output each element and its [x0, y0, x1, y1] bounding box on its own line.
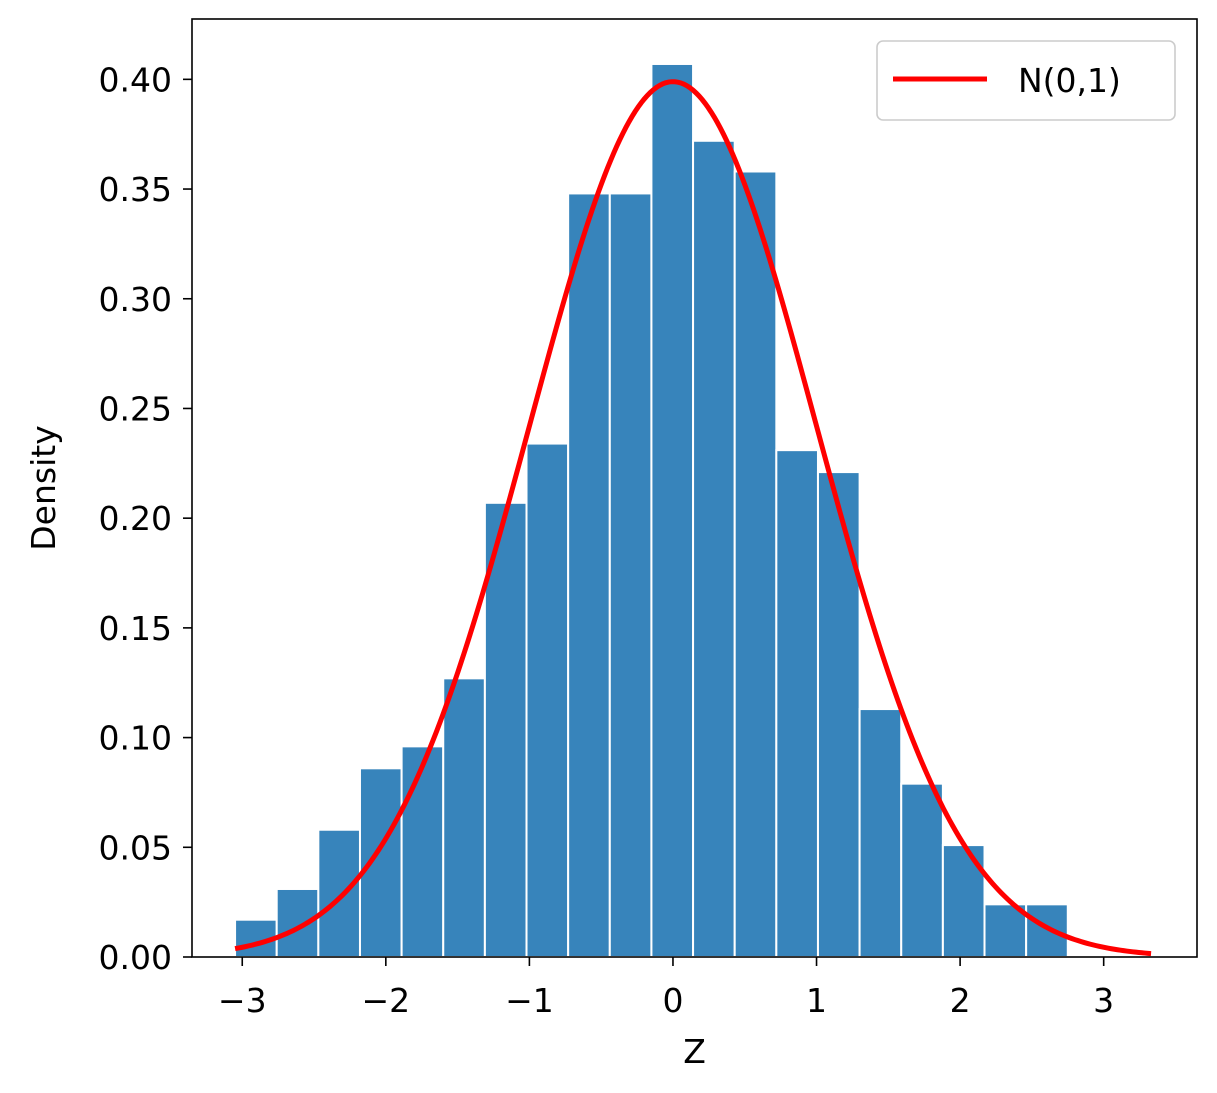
legend-label-normal: N(0,1) — [1018, 61, 1121, 100]
histogram-bar — [1025, 903, 1069, 958]
histogram-bar — [900, 782, 944, 958]
y-tick-label: 0.00 — [99, 938, 172, 977]
histogram-bars — [234, 62, 1069, 959]
histogram-bar — [692, 139, 736, 958]
y-tick-label: 0.25 — [99, 389, 172, 428]
histogram-bar — [733, 170, 778, 958]
histogram-bar — [567, 192, 611, 959]
histogram-bar — [400, 745, 445, 958]
y-tick-label: 0.30 — [99, 280, 172, 319]
histogram-bar — [816, 471, 861, 958]
histogram-bar — [317, 828, 361, 959]
y-tick-label: 0.15 — [99, 609, 172, 648]
y-axis-label: Density — [24, 425, 63, 550]
x-tick-label: 0 — [662, 981, 683, 1020]
histogram-bar — [442, 677, 486, 959]
y-tick-label: 0.35 — [99, 170, 172, 209]
x-tick-label: −2 — [361, 981, 410, 1020]
y-tick-label: 0.40 — [99, 60, 172, 99]
histogram-bar — [483, 501, 528, 958]
histogram-bar — [525, 442, 570, 958]
x-tick-label: 1 — [806, 981, 827, 1020]
histogram-bar — [358, 767, 403, 958]
y-tick-label: 0.10 — [99, 719, 172, 758]
y-tick-label: 0.20 — [99, 499, 172, 538]
histogram-bar — [275, 887, 320, 958]
histogram-bar — [650, 62, 695, 959]
x-tick-label: 3 — [1093, 981, 1114, 1020]
histogram-bar — [775, 449, 819, 958]
histogram-bar — [608, 192, 653, 959]
x-tick-label: 2 — [950, 981, 971, 1020]
y-tick-label: 0.05 — [99, 828, 172, 867]
legend-box — [876, 40, 1176, 121]
y-axis-ticks: 0.00 0.05 0.10 0.15 0.20 0.25 0.30 0.35 0.40 — [99, 60, 192, 977]
x-axis-ticks: −3 −2 −1 0 1 2 3 — [218, 957, 1114, 1020]
x-axis-label: Z — [683, 1032, 706, 1071]
plot-frame — [191, 18, 1198, 958]
histogram-bar — [858, 708, 903, 958]
x-tick-label: −3 — [218, 981, 267, 1020]
normal-curve-line — [234, 79, 1152, 957]
legend: N(0,1) — [876, 40, 1176, 121]
x-tick-label: −1 — [505, 981, 554, 1020]
